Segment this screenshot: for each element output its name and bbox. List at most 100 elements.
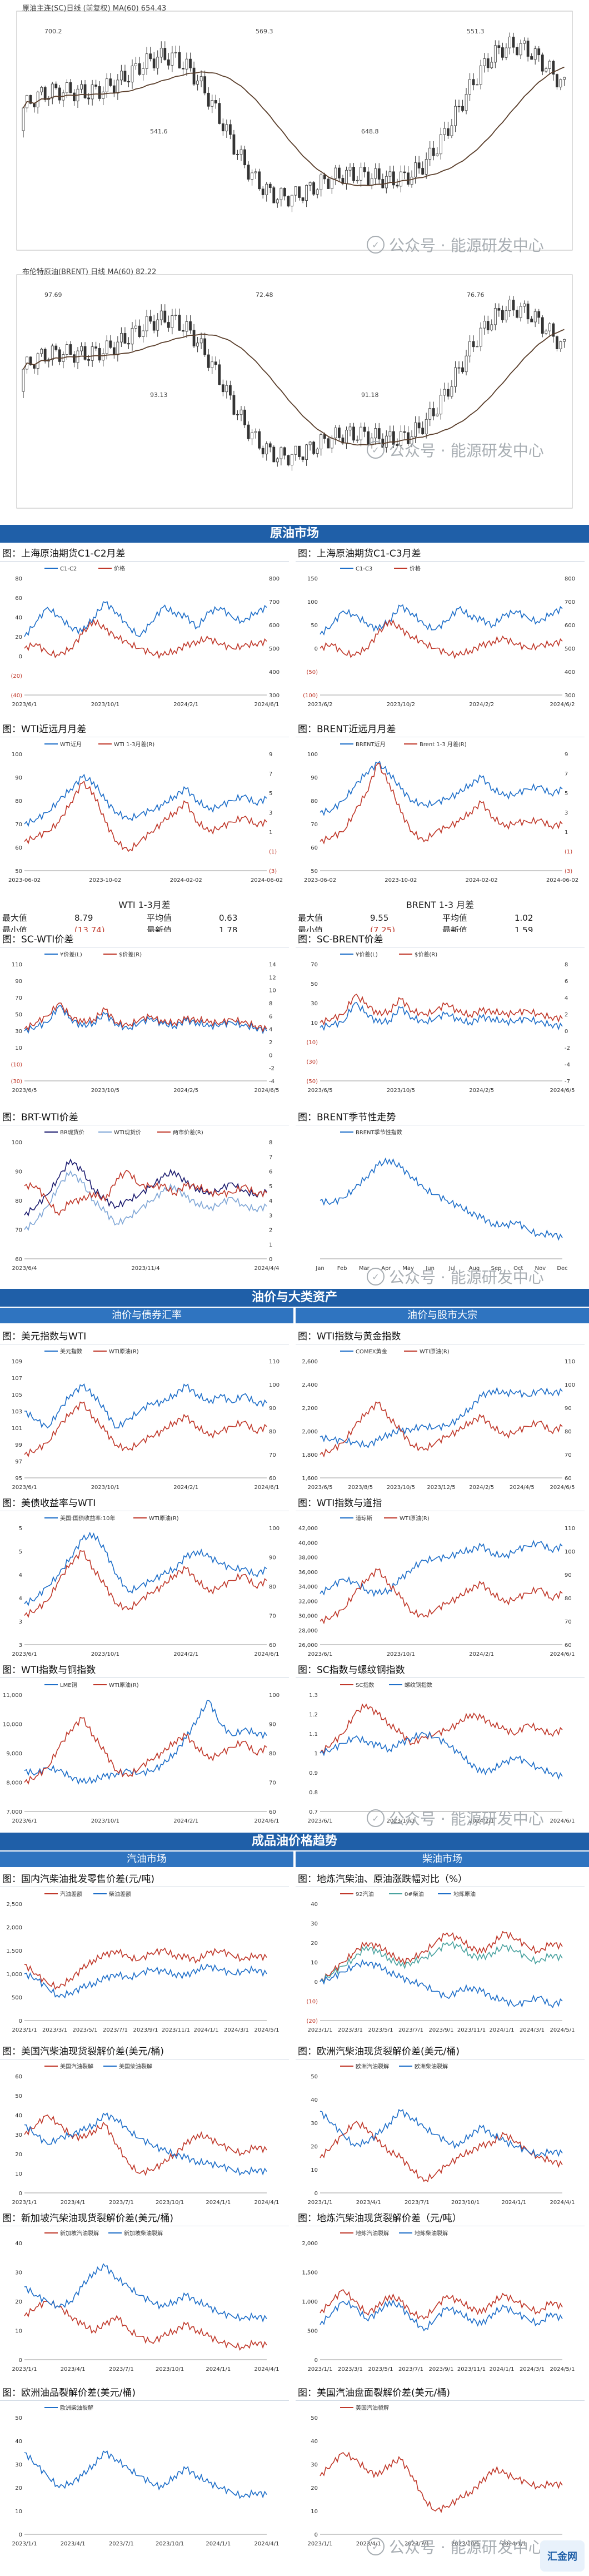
x-tick-label: 2023/11/1 [457,2366,486,2372]
candle-body [131,66,134,83]
chart-title: 图：欧洲汽柴油现货裂解价差(美元/桶) [296,2044,585,2059]
candle-body [545,330,548,334]
candle-body [468,79,471,95]
y-tick-label: 100 [12,1140,22,1146]
candle-body [552,61,555,75]
x-tick-label: 2023/10/1 [156,2200,184,2206]
line-chart-svg: BR现货价 WTI现货价 两市价差(R) 100 90 80 70 60 8 7 6 5 4 3 2 1 0 20… [12,1129,279,1272]
y-tick-label: 10 [15,2171,22,2177]
y-tick-label: 70 [15,1228,22,1234]
candle-body [308,441,312,445]
price-label: 97.69 [44,291,62,299]
candle-body [171,315,174,328]
y2-tick-label: -2 [269,1066,274,1072]
y-tick-label: 1.2 [309,1712,318,1718]
x-tick-label: 2024-06-02 [251,877,283,884]
x-tick-label: 2024/6/1 [254,1485,279,1491]
x-tick-label: 2023/8/5 [348,1485,373,1491]
candle-body [251,172,254,180]
candle-body [552,323,555,337]
candle-body [265,183,268,195]
y-tick-label: 105 [12,1392,22,1398]
y-tick-label: 0 [315,646,318,652]
y-tick-label: 30 [311,1001,318,1007]
candle-body [301,456,305,460]
y-tick-label: 2,200 [302,1406,318,1412]
legend-label: SC指数 [356,1681,374,1689]
candle-body [105,340,108,354]
candle-body [29,356,32,365]
sc-kline-chart: 700.2 541.6 569.3 648.8 551.3 原油主连(SC)日线 (前复… [0,0,589,261]
y2-tick-label: 9 [565,752,568,758]
y-tick-label: 60 [15,2074,22,2080]
y-tick-label: 50 [311,868,318,875]
watermark: ✓ 公众号 · 能源研发中心 [367,234,544,256]
candle-body [287,455,290,465]
candle-body [298,186,301,198]
y2-tick-label: 70 [269,1780,276,1786]
y2-tick-label: -4 [269,1079,274,1085]
x-tick-label: 2024/2/1 [469,1651,494,1657]
candle-body [203,76,207,93]
y-tick-label: 30 [15,2132,22,2138]
x-tick-label: 2023/7/1 [398,2027,423,2033]
y-tick-label: 2,600 [302,1359,318,1365]
x-tick-label: Apr [381,1265,391,1272]
chart-panel: 图：BRENT近远月月差 BRENT近月 Brent 1-3 月差(R) 100 90 8… [296,722,585,887]
candle-body [109,340,112,348]
y2-tick-label: 100 [269,1382,279,1388]
x-tick-label: 2023/6/5 [308,1485,333,1491]
legend-label: WTI近月 [60,741,82,748]
candle-body [497,45,501,48]
y-tick-label: 10 [311,2509,318,2515]
x-tick-label: 2024/6/2 [550,702,575,708]
y-tick-label: 36,000 [298,1570,318,1576]
candle-body [207,92,210,107]
candle-body [123,71,127,82]
line-chart-svg: 地炼汽油裂解 地炼柴油裂解 2,000 1,500 1,000 500 0 2023/1/1 2… [302,2230,575,2372]
series-line [24,1700,267,1785]
x-tick-label: 2023/6/4 [12,1265,37,1272]
legend-label: WTI原油(R) [400,1515,430,1522]
chart-title: 图：国内汽柴油批发零售价差(元/吨) [0,1872,289,1887]
candle-body [272,446,276,463]
series-line [320,1930,563,1983]
chart-panel: 图：新加坡汽柴油现货裂解价差(美元/桶) 新加坡汽油裂解 新加坡柴油裂解 40 30 20… [0,2211,289,2376]
candle-body [232,395,236,415]
candle-body [239,409,243,415]
candle-body [268,443,272,448]
y2-tick-label: 12 [269,975,276,981]
wechat-icon: ✓ [367,2538,385,2555]
y-tick-label: 110 [12,962,22,968]
chart-title: 图：BRENT近远月月差 [296,722,585,737]
candle-body [537,311,541,318]
x-tick-label: 2023/10/1 [387,1818,415,1824]
x-tick-label: 2023/10/1 [451,2541,480,2547]
legend-label: 两市价差(R) [173,1129,203,1136]
chart-title: 图：BRENT季节性走势 [296,1110,585,1125]
series-line [24,2115,267,2176]
candle-body [182,68,184,70]
legend-label: 价格 [410,565,421,572]
x-tick-label: 2024/2/5 [173,1088,198,1094]
y-tick-label: 1,500 [6,1948,22,1954]
x-tick-label: 2023-06-02 [8,877,41,884]
candle-body [294,445,297,455]
series-line [24,1716,267,1785]
x-tick-label: 2024/6/1 [254,1818,279,1824]
y-tick-label: 20 [311,2485,318,2491]
y-tick-label: 50 [15,2415,22,2421]
x-tick-label: 2023/10/1 [451,2200,480,2206]
y2-tick-label: (1) [269,849,277,855]
candle-body [254,171,257,173]
series-line [320,761,563,816]
candle-body [490,62,493,68]
x-tick-label: 2024/3/1 [520,2027,545,2033]
chart-title: 图：美债收益率与WTI [0,1496,289,1511]
watermark: ✓ 公众号 · 能源研发中心 [367,1265,544,1288]
series-line [320,1387,563,1448]
legend-label: 欧洲柴油裂解 [60,2404,93,2411]
candle-body [159,48,163,58]
x-tick-label: 2023/10/1 [156,2366,184,2372]
x-tick-label: 2024/1/1 [206,2366,231,2372]
